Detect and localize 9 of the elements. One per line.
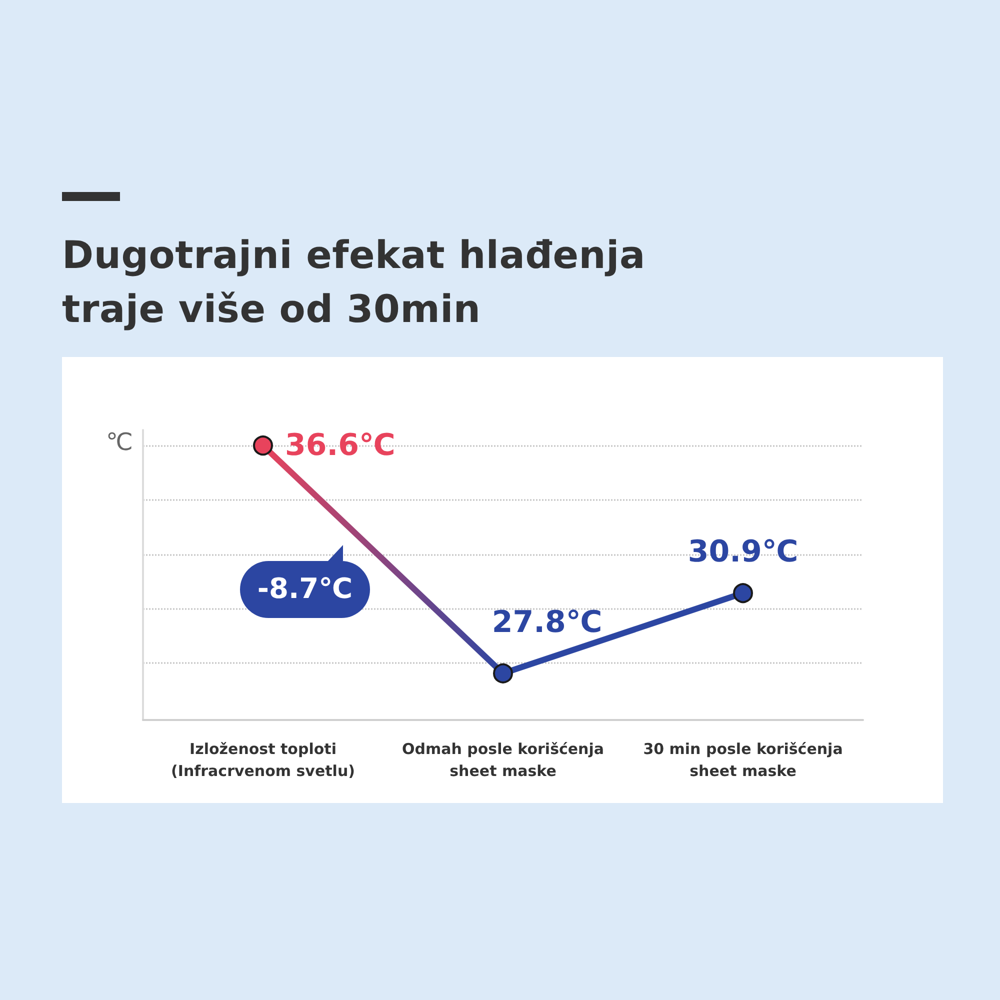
x-tick-label: 30 min posle korišćenja sheet maske (643, 740, 843, 780)
x-tick-label: Odmah posle korišćenja sheet maske (402, 740, 604, 780)
data-label: 36.6℃ (285, 428, 396, 464)
data-label: 30.9℃ (688, 534, 798, 570)
x-tick-label: Izloženost toploti (Infracrvenom svetlu) (171, 740, 355, 780)
y-axis-title: ℃ (106, 428, 133, 456)
chart-title: Dugotrajni efekat hlađenja traje više od 30min (62, 232, 646, 333)
data-label: 27.8℃ (492, 604, 602, 640)
annotation: -8.7℃ (256, 571, 354, 608)
